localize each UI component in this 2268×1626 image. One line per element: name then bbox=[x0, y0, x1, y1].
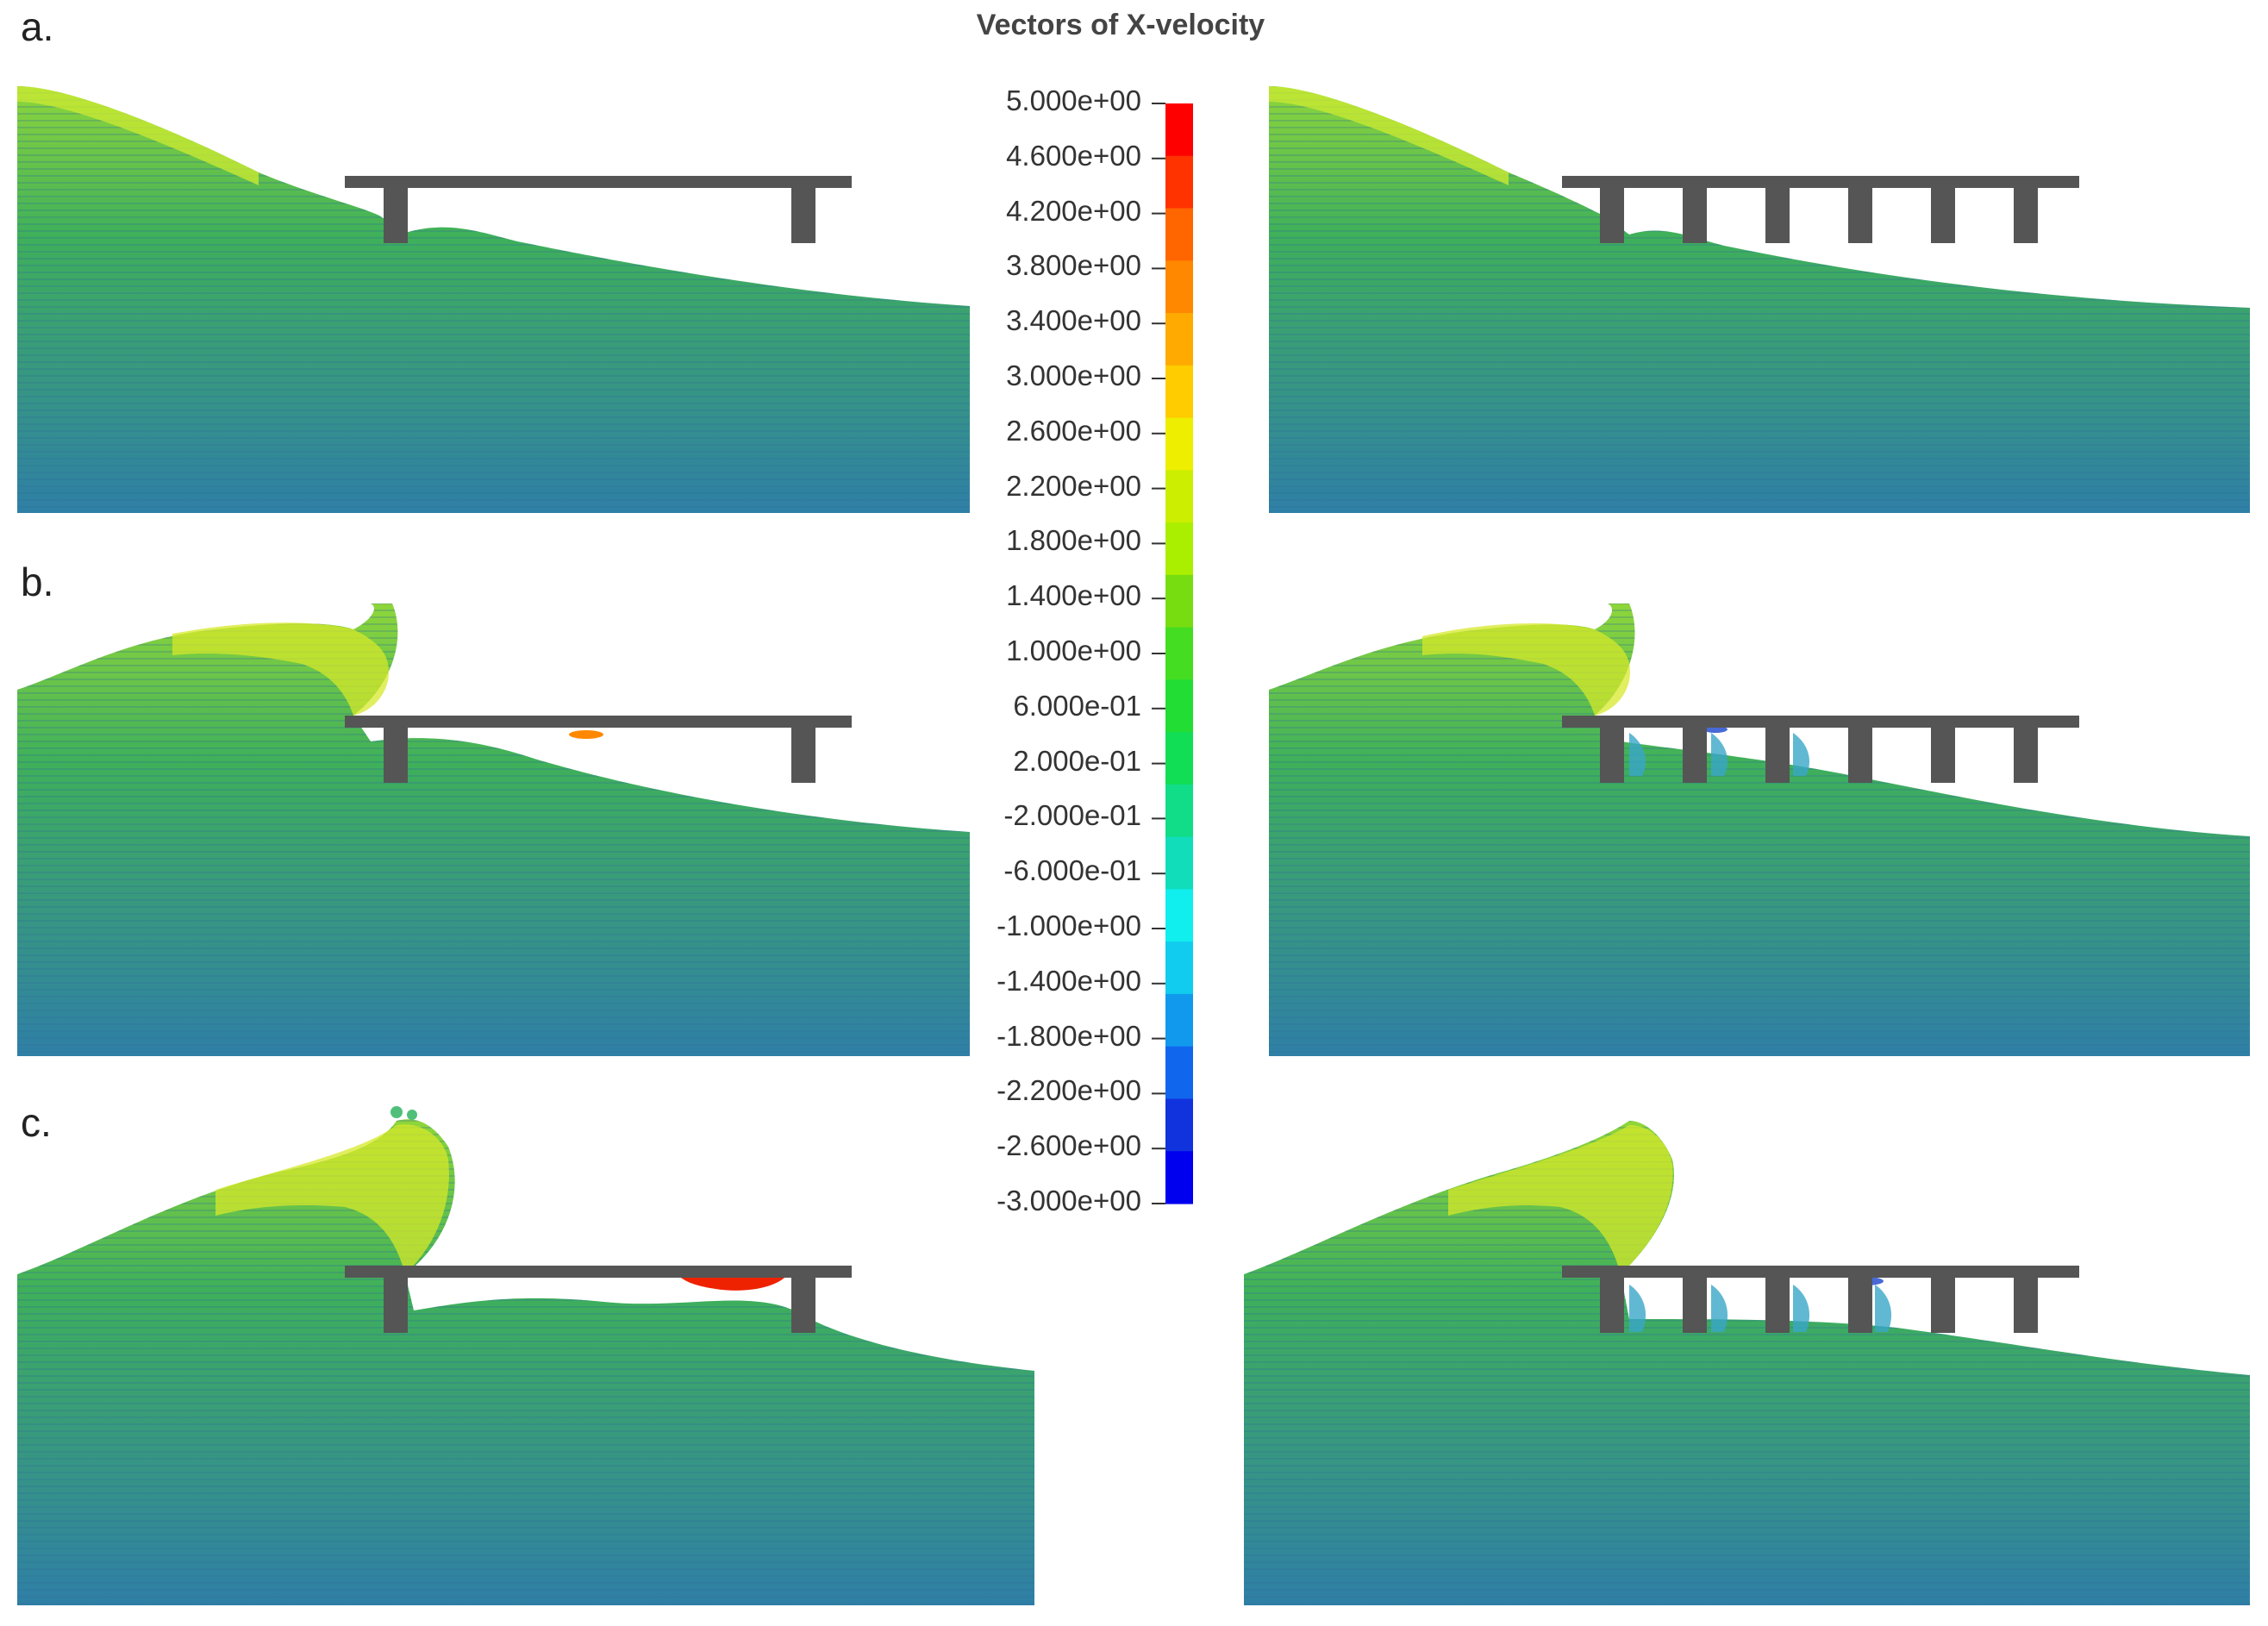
row-label-c: c. bbox=[21, 1100, 52, 1145]
colorbar-tick-label: -6.000e-01 bbox=[1003, 854, 1141, 887]
colorbar-segment bbox=[1165, 103, 1193, 157]
bridge-deck bbox=[345, 176, 852, 243]
vector-field bbox=[1244, 1121, 2250, 1605]
colorbar-tick-label: -2.200e+00 bbox=[997, 1074, 1141, 1107]
colorbar-tick-label: -3.000e+00 bbox=[997, 1185, 1141, 1216]
colorbar-segment bbox=[1165, 889, 1193, 942]
colorbar-segment bbox=[1165, 941, 1193, 995]
colorbar-tick-label: 3.800e+00 bbox=[1006, 249, 1141, 282]
row-label-b: b. bbox=[21, 560, 54, 604]
colorbar-segment bbox=[1165, 679, 1193, 733]
panel-c-multi-girder bbox=[1244, 1121, 2250, 1605]
breaking-wave-crest bbox=[1422, 623, 1630, 716]
colorbar-tick-label: 3.000e+00 bbox=[1006, 360, 1141, 391]
colorbar-segment bbox=[1165, 260, 1193, 314]
breaking-wave-crest bbox=[216, 1124, 449, 1274]
panel-a-single-girder bbox=[17, 86, 970, 513]
colorbar-tick-label: 1.800e+00 bbox=[1006, 524, 1141, 557]
colorbar-tick-label: 3.400e+00 bbox=[1006, 304, 1141, 337]
panel-b-single-girder bbox=[17, 603, 970, 1056]
vector-field bbox=[17, 1119, 1034, 1605]
breaking-wave-crest bbox=[1448, 1125, 1673, 1274]
colorbar-tick-label: 4.200e+00 bbox=[1006, 194, 1141, 227]
colorbar-segment bbox=[1165, 208, 1193, 261]
row-label-a: a. bbox=[21, 4, 54, 49]
colorbar-segment bbox=[1165, 574, 1193, 629]
colorbar-tick-label: 2.000e-01 bbox=[1013, 744, 1141, 777]
trapped-vortices bbox=[1629, 726, 1810, 776]
vector-field bbox=[17, 86, 970, 513]
vector-field bbox=[1269, 603, 2250, 1056]
wave-crest-highlight bbox=[1269, 86, 1509, 185]
colorbar-segment bbox=[1165, 470, 1193, 523]
wave-crest-highlight bbox=[17, 86, 259, 185]
bridge-deck bbox=[345, 716, 852, 783]
vector-field bbox=[17, 603, 970, 1056]
colorbar-tick-label: -1.000e+00 bbox=[997, 910, 1141, 941]
colorbar-tick-label: 6.000e-01 bbox=[1013, 689, 1141, 722]
colorbar-tick-label: -2.600e+00 bbox=[997, 1129, 1141, 1162]
colorbar-segment bbox=[1165, 732, 1193, 785]
colorbar-segment bbox=[1165, 365, 1193, 419]
colorbar-segment bbox=[1165, 784, 1193, 838]
colorbar-tick-label: 2.600e+00 bbox=[1006, 414, 1141, 447]
vector-field bbox=[1269, 86, 2250, 513]
bridge-deck bbox=[1562, 176, 2079, 243]
bridge-deck bbox=[345, 1266, 852, 1333]
colorbar-tick-label: 2.200e+00 bbox=[1006, 469, 1141, 502]
bridge-deck bbox=[1562, 1266, 2079, 1333]
figure-title: Vectors of X-velocity bbox=[976, 9, 1265, 41]
panel-c-single-girder bbox=[17, 1106, 1034, 1605]
colorbar-tick-label: 4.600e+00 bbox=[1006, 139, 1141, 172]
breaking-wave-crest bbox=[172, 622, 389, 716]
colorbar-segment bbox=[1165, 522, 1193, 576]
colorbar-segment bbox=[1165, 313, 1193, 366]
colorbar-tick-label: 5.000e+00 bbox=[1006, 84, 1141, 116]
colorbar-tick-label: -1.400e+00 bbox=[997, 964, 1141, 997]
colorbar-segment bbox=[1165, 1098, 1193, 1152]
colorbar-segment bbox=[1165, 155, 1193, 210]
panel-b-multi-girder bbox=[1269, 603, 2250, 1056]
colorbar bbox=[1152, 103, 1193, 1204]
spray-droplet bbox=[407, 1110, 417, 1120]
colorbar-segment bbox=[1165, 993, 1193, 1048]
colorbar-tick-label: -2.000e-01 bbox=[1003, 799, 1141, 832]
colorbar-tick-label: -1.800e+00 bbox=[997, 1019, 1141, 1052]
impact-zone-orange bbox=[569, 730, 603, 739]
impact-zone-red bbox=[681, 1278, 784, 1291]
panel-a-multi-girder bbox=[1269, 86, 2250, 513]
colorbar-segment bbox=[1165, 417, 1193, 471]
colorbar-segment bbox=[1165, 1151, 1193, 1204]
colorbar-tick-label: 1.400e+00 bbox=[1006, 579, 1141, 612]
bridge-deck bbox=[1562, 716, 2079, 783]
spray-droplet bbox=[390, 1106, 403, 1118]
colorbar-segment bbox=[1165, 1046, 1193, 1100]
colorbar-tick-label: 1.000e+00 bbox=[1006, 635, 1141, 666]
colorbar-segment bbox=[1165, 836, 1193, 891]
colorbar-segment bbox=[1165, 627, 1193, 680]
